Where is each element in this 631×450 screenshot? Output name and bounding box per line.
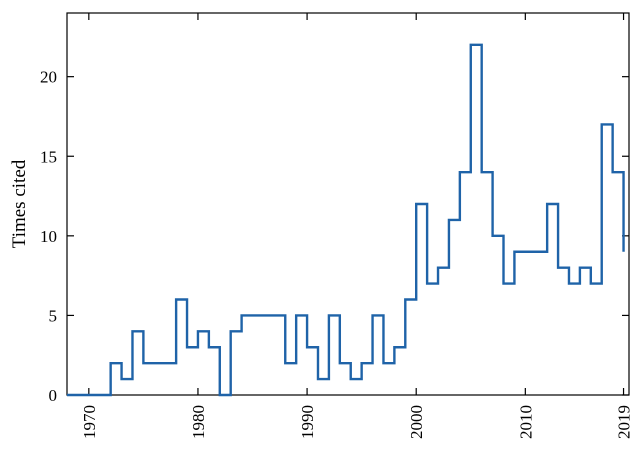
y-tick-label-5: 5 bbox=[49, 306, 58, 325]
y-tick-label-10: 10 bbox=[40, 227, 57, 246]
y-tick-label-20: 20 bbox=[40, 68, 57, 87]
x-tick-label-2010: 2010 bbox=[516, 405, 535, 439]
x-tick-label-2000: 2000 bbox=[407, 405, 426, 439]
y-tick-label-0: 0 bbox=[49, 386, 58, 405]
x-tick-label-1990: 1990 bbox=[298, 405, 317, 439]
x-tick-label-1970: 1970 bbox=[80, 405, 99, 439]
x-tick-label-2019: 2019 bbox=[615, 405, 631, 439]
series-line-times-cited bbox=[67, 43, 625, 397]
axis-ticks bbox=[67, 13, 629, 396]
y-axis-title: Times cited bbox=[9, 159, 30, 248]
y-tick-label-15: 15 bbox=[40, 147, 57, 166]
plot-frame bbox=[66, 12, 630, 396]
x-tick-label-1980: 1980 bbox=[189, 405, 208, 439]
